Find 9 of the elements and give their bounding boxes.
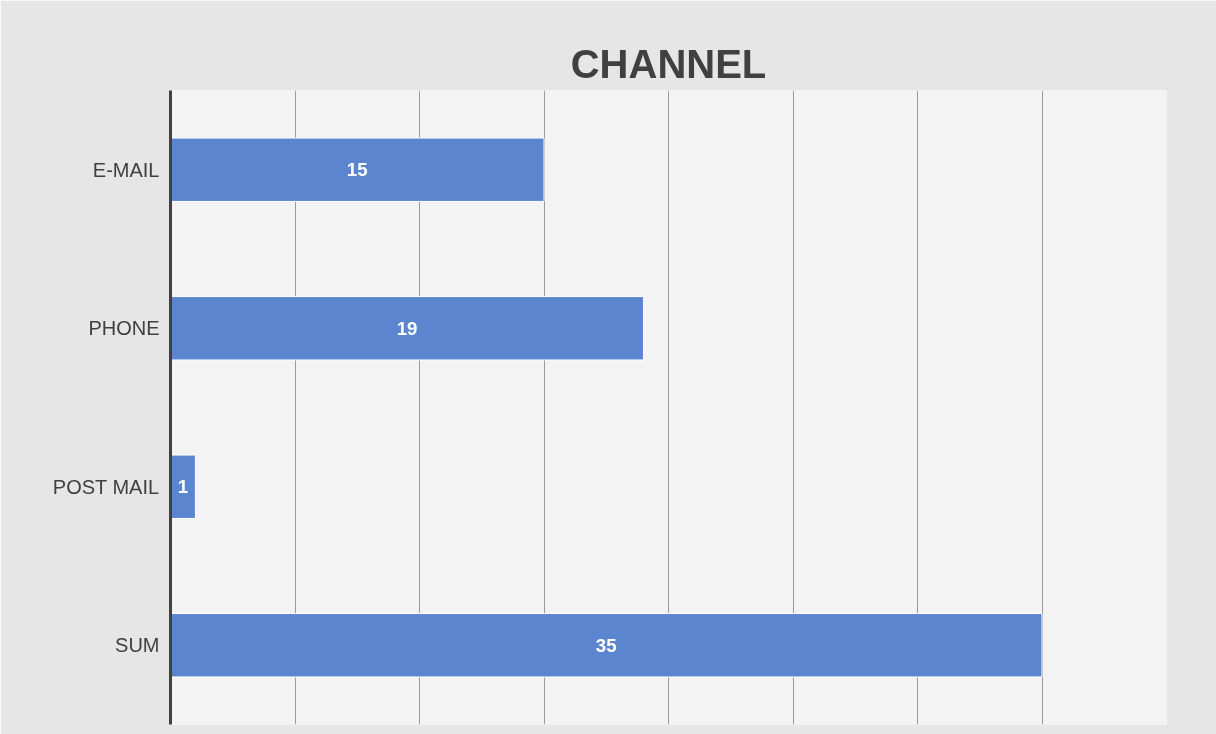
data-label: 1 [177,476,189,498]
y-tick-label: POST MAIL [52,475,160,498]
data-label: 15 [346,159,368,181]
y-tick-label: SUM [115,634,160,657]
chart-title: CHANNEL [570,41,767,86]
data-label: 19 [396,317,418,339]
y-tick-label: PHONE [88,317,160,340]
data-label: 35 [595,634,617,656]
y-tick-label: E-MAIL [92,158,160,181]
